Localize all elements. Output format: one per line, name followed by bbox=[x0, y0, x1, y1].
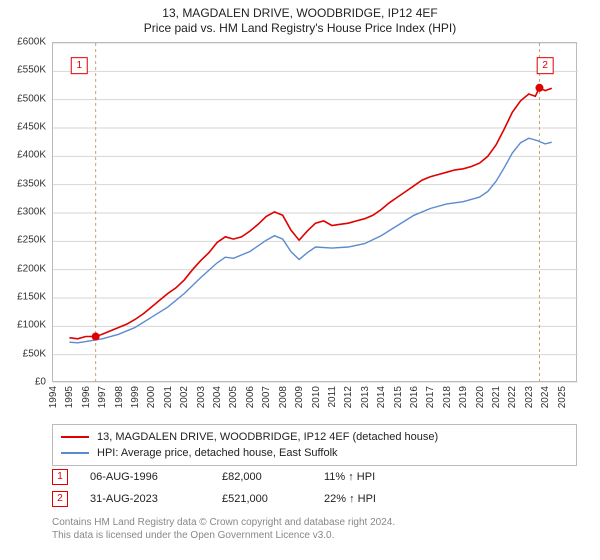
y-tick-label: £250K bbox=[17, 235, 46, 246]
legend-swatch-blue bbox=[61, 452, 89, 454]
legend-swatch-red bbox=[61, 436, 89, 438]
legend-item: 13, MAGDALEN DRIVE, WOODBRIDGE, IP12 4EF… bbox=[61, 429, 568, 445]
marker-row: 1 06-AUG-1996 £82,000 11% ↑ HPI bbox=[52, 466, 577, 488]
x-tick-label: 2020 bbox=[475, 386, 486, 408]
title-block: 13, MAGDALEN DRIVE, WOODBRIDGE, IP12 4EF… bbox=[0, 0, 600, 36]
x-tick-label: 1997 bbox=[97, 386, 108, 408]
chart-container: 13, MAGDALEN DRIVE, WOODBRIDGE, IP12 4EF… bbox=[0, 0, 600, 560]
y-tick-label: £450K bbox=[17, 122, 46, 133]
x-tick-label: 2018 bbox=[442, 386, 453, 408]
markers-table: 1 06-AUG-1996 £82,000 11% ↑ HPI 2 31-AUG… bbox=[52, 466, 577, 510]
x-tick-label: 2007 bbox=[261, 386, 272, 408]
y-tick-label: £350K bbox=[17, 178, 46, 189]
legend-text: 13, MAGDALEN DRIVE, WOODBRIDGE, IP12 4EF… bbox=[97, 429, 438, 445]
y-tick-label: £150K bbox=[17, 292, 46, 303]
x-tick-label: 2006 bbox=[245, 386, 256, 408]
marker-price: £82,000 bbox=[222, 471, 302, 483]
x-axis-labels: 1994199519961997199819992000200120022003… bbox=[52, 384, 577, 422]
footer-line2: This data is licensed under the Open Gov… bbox=[52, 529, 577, 542]
y-axis-labels: £0£50K£100K£150K£200K£250K£300K£350K£400… bbox=[0, 42, 50, 382]
y-tick-label: £600K bbox=[17, 37, 46, 48]
marker-hpi: 11% ↑ HPI bbox=[324, 471, 414, 483]
x-tick-label: 2016 bbox=[409, 386, 420, 408]
marker-hpi: 22% ↑ HPI bbox=[324, 493, 414, 505]
y-tick-label: £400K bbox=[17, 150, 46, 161]
title-address: 13, MAGDALEN DRIVE, WOODBRIDGE, IP12 4EF bbox=[0, 6, 600, 21]
x-tick-label: 2021 bbox=[491, 386, 502, 408]
svg-text:1: 1 bbox=[76, 60, 82, 71]
marker-price: £521,000 bbox=[222, 493, 302, 505]
x-tick-label: 2001 bbox=[163, 386, 174, 408]
x-tick-label: 2004 bbox=[212, 386, 223, 408]
x-tick-label: 1998 bbox=[114, 386, 125, 408]
x-tick-label: 2019 bbox=[458, 386, 469, 408]
x-tick-label: 2013 bbox=[360, 386, 371, 408]
x-tick-label: 1996 bbox=[81, 386, 92, 408]
y-tick-label: £100K bbox=[17, 320, 46, 331]
x-tick-label: 2025 bbox=[557, 386, 568, 408]
marker-date: 06-AUG-1996 bbox=[90, 471, 200, 483]
y-tick-label: £300K bbox=[17, 207, 46, 218]
x-tick-label: 2000 bbox=[146, 386, 157, 408]
chart-plot-area: 12 bbox=[52, 42, 577, 382]
x-tick-label: 2022 bbox=[507, 386, 518, 408]
footer-line1: Contains HM Land Registry data © Crown c… bbox=[52, 516, 577, 529]
x-tick-label: 2009 bbox=[294, 386, 305, 408]
x-tick-label: 2008 bbox=[278, 386, 289, 408]
legend: 13, MAGDALEN DRIVE, WOODBRIDGE, IP12 4EF… bbox=[52, 424, 577, 466]
x-tick-label: 2010 bbox=[311, 386, 322, 408]
x-tick-label: 2012 bbox=[343, 386, 354, 408]
x-tick-label: 2014 bbox=[376, 386, 387, 408]
x-tick-label: 2005 bbox=[228, 386, 239, 408]
y-tick-label: £500K bbox=[17, 93, 46, 104]
x-tick-label: 2024 bbox=[540, 386, 551, 408]
x-tick-label: 2015 bbox=[393, 386, 404, 408]
legend-text: HPI: Average price, detached house, East… bbox=[97, 445, 338, 461]
y-tick-label: £50K bbox=[23, 348, 46, 359]
legend-item: HPI: Average price, detached house, East… bbox=[61, 445, 568, 461]
x-tick-label: 1994 bbox=[48, 386, 59, 408]
marker-row: 2 31-AUG-2023 £521,000 22% ↑ HPI bbox=[52, 488, 577, 510]
x-tick-label: 2003 bbox=[196, 386, 207, 408]
y-tick-label: £550K bbox=[17, 65, 46, 76]
footer: Contains HM Land Registry data © Crown c… bbox=[52, 516, 577, 542]
x-tick-label: 1995 bbox=[64, 386, 75, 408]
x-tick-label: 2017 bbox=[425, 386, 436, 408]
svg-text:2: 2 bbox=[542, 60, 548, 71]
x-tick-label: 2023 bbox=[524, 386, 535, 408]
x-tick-label: 2002 bbox=[179, 386, 190, 408]
y-tick-label: £200K bbox=[17, 263, 46, 274]
title-subtitle: Price paid vs. HM Land Registry's House … bbox=[0, 21, 600, 36]
marker-badge: 2 bbox=[52, 491, 68, 507]
marker-date: 31-AUG-2023 bbox=[90, 493, 200, 505]
x-tick-label: 2011 bbox=[327, 386, 338, 408]
chart-svg: 12 bbox=[53, 43, 578, 383]
y-tick-label: £0 bbox=[35, 377, 46, 388]
x-tick-label: 1999 bbox=[130, 386, 141, 408]
marker-badge: 1 bbox=[52, 469, 68, 485]
